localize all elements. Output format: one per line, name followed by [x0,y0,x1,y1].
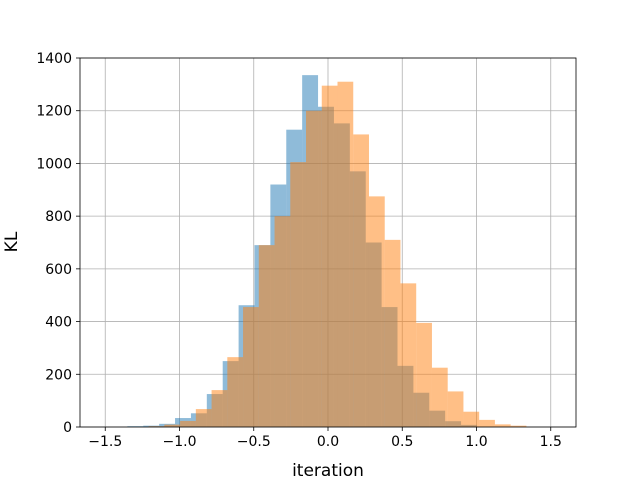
x-tick-label: −1.5 [88,434,122,450]
x-axis-label: iteration [292,461,364,480]
y-tick-label: 0 [63,420,72,436]
histogram-bar [290,162,307,427]
y-tick-label: 1400 [36,51,72,67]
histogram-bar [337,81,354,427]
histogram-bar [447,391,464,427]
y-tick-label: 1000 [36,156,72,172]
histogram-bar [274,216,291,427]
histogram-bar [306,110,322,427]
x-tick-label: −0.5 [237,434,271,450]
histogram-bar [164,424,181,427]
y-tick-label: 1200 [36,104,72,120]
histogram-bar [258,245,275,427]
y-tick-label: 400 [45,315,72,331]
histogram-bar [510,425,527,427]
y-axis-label: KL [2,231,22,252]
histogram-bar [195,409,212,427]
histogram-bar [384,239,401,427]
x-tick-label: 1.5 [540,434,562,450]
histogram-bar [494,424,511,427]
y-tick-label: 800 [45,209,72,225]
x-tick-label: −1.0 [162,434,196,450]
histogram-bar [227,357,244,427]
y-tick-label: 200 [45,367,72,383]
histogram-bar [321,85,338,428]
histogram-bar [463,411,480,427]
x-tick-label: 0.0 [317,434,339,450]
y-tick-label: 600 [45,262,72,278]
x-tick-label: 0.5 [391,434,413,450]
histogram-bar [211,390,228,427]
histogram-bars [127,75,527,428]
histogram-series-2 [148,81,527,428]
histogram-bar [431,367,448,427]
histogram-bar [479,419,495,427]
histogram-bar [400,283,417,427]
x-tick-label: 1.0 [465,434,487,450]
histogram-bar [416,322,432,427]
histogram-bar [243,307,259,427]
histogram-bar [180,420,196,427]
histogram-bar [368,196,385,427]
axis-ticks: −1.5 −1.0 −0.5 0.0 0.5 1.0 1.5 0 200 400 600 800 100… [36,51,562,450]
histogram-bar [353,134,369,427]
